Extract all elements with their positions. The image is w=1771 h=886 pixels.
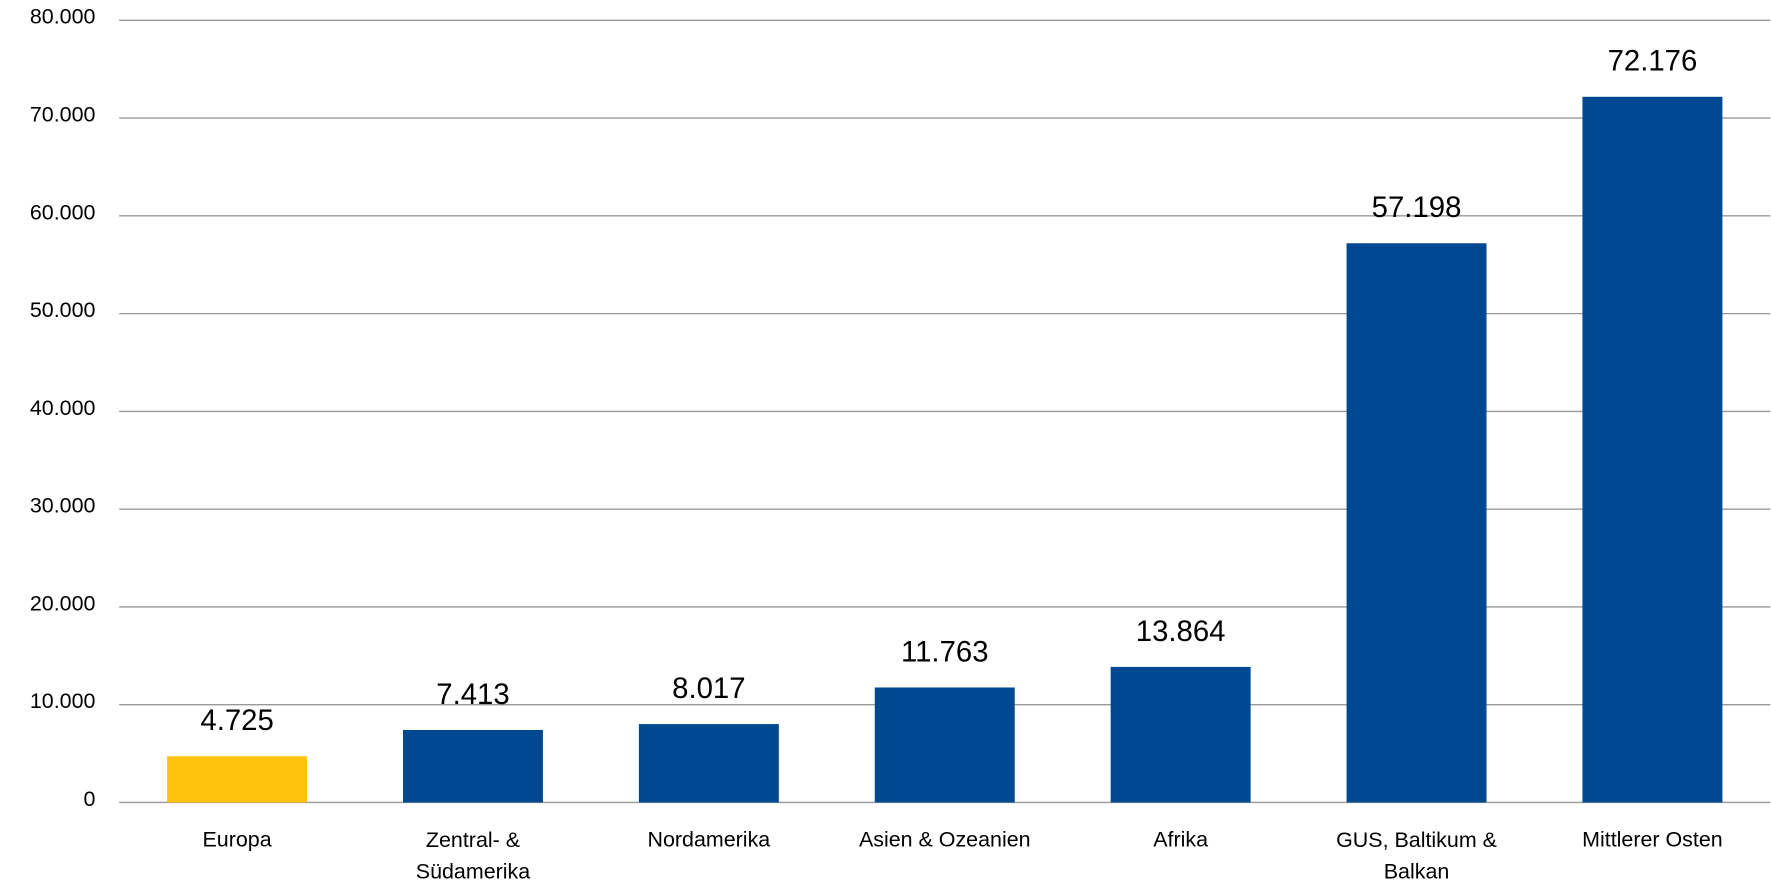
- x-tick-label: Asien & Ozeanien: [859, 828, 1031, 852]
- bar: [167, 756, 308, 803]
- y-tick-label: 80.000: [30, 5, 96, 29]
- x-tick-label: Nordamerika: [648, 828, 771, 852]
- x-tick-label: GUS, Baltikum & Balkan: [1336, 828, 1497, 884]
- y-tick-label: 20.000: [30, 591, 96, 615]
- y-tick-label: 50.000: [30, 298, 96, 322]
- y-tick-label: 40.000: [30, 396, 96, 420]
- value-label: 7.413: [436, 678, 509, 711]
- y-tick-label: 10.000: [30, 689, 96, 713]
- value-label: 11.763: [901, 635, 989, 668]
- bar: [1346, 243, 1487, 803]
- x-tick-label: Zentral- & Südamerika: [416, 828, 530, 884]
- bar: [874, 687, 1015, 803]
- value-label: 8.017: [672, 672, 745, 705]
- bar: [402, 730, 543, 803]
- bar: [1582, 96, 1723, 803]
- bar: [1110, 666, 1251, 803]
- y-tick-label: 30.000: [30, 494, 96, 518]
- value-label: 13.864: [1136, 615, 1226, 648]
- value-label: 57.198: [1372, 191, 1462, 224]
- x-tick-label: Europa: [203, 828, 272, 852]
- x-tick-label: Afrika: [1153, 828, 1208, 852]
- value-label: 4.725: [200, 704, 273, 737]
- y-tick-label: 60.000: [30, 200, 96, 224]
- y-tick-label: 70.000: [30, 102, 96, 126]
- bar: [638, 724, 779, 803]
- value-label: 72.176: [1608, 45, 1698, 78]
- x-tick-label: Mittlerer Osten: [1582, 828, 1723, 852]
- y-tick-label: 0: [83, 787, 95, 811]
